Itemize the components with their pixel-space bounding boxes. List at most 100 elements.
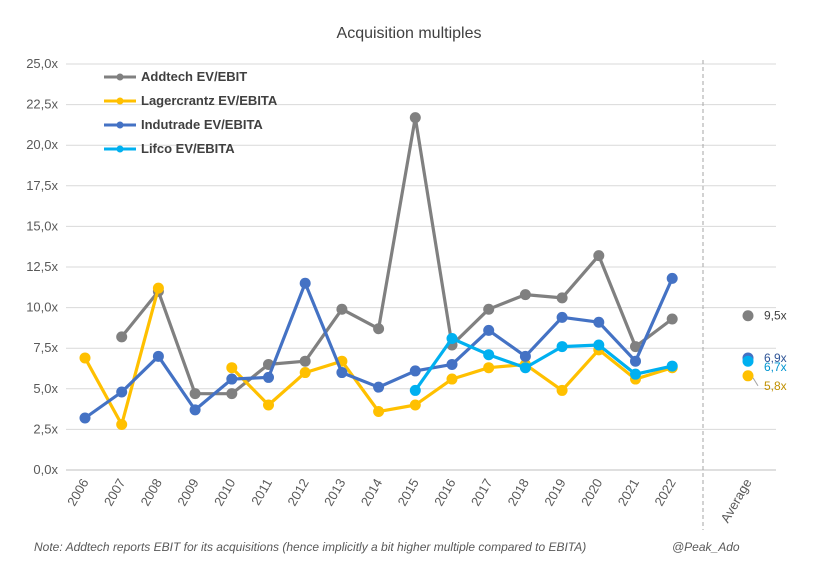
x-tick-label: 2017 xyxy=(468,476,495,509)
footnote: Note: Addtech reports EBIT for its acqui… xyxy=(34,540,586,554)
x-tick-label: 2013 xyxy=(321,476,348,509)
data-point xyxy=(446,332,458,344)
series-line xyxy=(83,287,673,427)
average-label: 9,5x xyxy=(764,309,787,323)
data-point xyxy=(116,386,128,398)
data-point xyxy=(152,350,164,362)
data-point xyxy=(556,384,568,396)
data-point xyxy=(373,323,385,335)
data-point xyxy=(336,303,348,315)
y-tick-label: 10,0x xyxy=(26,300,58,315)
y-tick-label: 15,0x xyxy=(26,218,58,233)
data-point xyxy=(373,381,385,393)
data-point xyxy=(299,355,311,367)
data-point xyxy=(483,324,495,336)
data-point xyxy=(373,406,385,418)
data-point xyxy=(336,367,348,379)
average-point xyxy=(742,310,754,322)
series-line xyxy=(120,116,674,396)
y-tick-label: 17,5x xyxy=(26,178,58,193)
data-point xyxy=(189,388,201,400)
x-tick-label: 2016 xyxy=(431,476,458,509)
y-tick-label: 20,0x xyxy=(26,137,58,152)
average-label: 5,8x xyxy=(764,379,787,393)
y-tick-label: 12,5x xyxy=(26,259,58,274)
y-tick-label: 25,0x xyxy=(26,56,58,71)
data-point xyxy=(152,282,164,294)
legend-label: Indutrade EV/EBITA xyxy=(141,117,263,132)
y-tick-label: 22,5x xyxy=(26,97,58,112)
data-point xyxy=(409,112,421,124)
y-tick-label: 7,5x xyxy=(33,340,58,355)
data-point xyxy=(446,358,458,370)
legend: Addtech EV/EBIT Lagercrantz EV/EBITA Indut… xyxy=(104,69,278,156)
data-point xyxy=(630,368,641,380)
x-tick-label: 2011 xyxy=(248,476,275,508)
data-point xyxy=(483,362,495,374)
legend-swatch-marker xyxy=(116,97,124,105)
data-point xyxy=(116,331,128,343)
average-point xyxy=(742,355,754,367)
average-label: 6,9x xyxy=(764,351,787,365)
credit-handle: @Peak_Ado xyxy=(672,540,740,554)
data-point xyxy=(519,289,531,301)
data-point xyxy=(299,367,311,379)
x-axis-ticks: 2006 2007 2008 2009 2010 2011 2012 2013 2014 2015… xyxy=(64,476,754,525)
data-point xyxy=(483,303,495,315)
series-group xyxy=(79,112,678,431)
x-tick-label: 2007 xyxy=(101,476,128,509)
data-point xyxy=(263,399,274,411)
y-tick-label: 5,0x xyxy=(33,381,58,396)
data-point xyxy=(263,371,274,383)
x-tick-label: 2020 xyxy=(578,476,605,509)
data-point xyxy=(630,355,641,367)
x-tick-label: 2018 xyxy=(505,476,532,509)
data-point xyxy=(226,388,238,400)
data-point xyxy=(116,419,128,431)
x-tick-label: 2021 xyxy=(615,476,642,509)
data-point xyxy=(483,349,495,361)
data-point xyxy=(593,339,605,351)
data-point xyxy=(556,311,568,323)
x-tick-label: 2009 xyxy=(174,476,201,509)
data-point xyxy=(593,316,605,328)
data-point xyxy=(226,373,238,385)
legend-swatch-marker xyxy=(116,121,124,129)
legend-swatch-marker xyxy=(116,145,124,153)
data-point xyxy=(409,399,421,411)
chart-title: Acquisition multiples xyxy=(337,25,482,42)
data-point xyxy=(666,360,678,372)
data-point xyxy=(519,350,531,362)
y-axis-ticks: 0,0x 2,5x 5,0x 7,5x 10,0x 12,5x 15,0x 17,5x 20,0… xyxy=(26,56,58,477)
average-leader-line xyxy=(752,377,759,387)
data-point xyxy=(556,292,568,304)
y-tick-label: 2,5x xyxy=(33,421,58,436)
data-point xyxy=(409,384,421,396)
data-point xyxy=(299,277,311,289)
data-point xyxy=(556,341,568,353)
data-point xyxy=(79,412,91,424)
x-tick-label-average: Average xyxy=(718,476,755,525)
data-point xyxy=(666,313,678,325)
x-tick-label: 2014 xyxy=(358,476,385,509)
series-line xyxy=(413,336,673,392)
legend-label: Lifco EV/EBITA xyxy=(141,141,235,156)
x-tick-label: 2010 xyxy=(211,476,238,509)
x-tick-label: 2015 xyxy=(394,476,421,509)
data-point xyxy=(409,365,421,377)
x-tick-label: 2006 xyxy=(64,476,91,509)
average-markers: 9,5x 5,8x 6,9x6,7x xyxy=(742,309,787,393)
data-point xyxy=(519,362,531,374)
x-tick-label: 2019 xyxy=(541,476,568,509)
x-tick-label: 2008 xyxy=(138,476,165,509)
y-tick-label: 0,0x xyxy=(33,462,58,477)
data-point xyxy=(79,352,91,364)
x-tick-label: 2012 xyxy=(284,476,311,509)
legend-label: Addtech EV/EBIT xyxy=(141,69,247,84)
average-point xyxy=(742,370,754,382)
data-point xyxy=(226,362,238,374)
data-point xyxy=(666,272,678,284)
legend-swatch-marker xyxy=(116,73,124,81)
x-tick-label: 2022 xyxy=(651,476,678,509)
